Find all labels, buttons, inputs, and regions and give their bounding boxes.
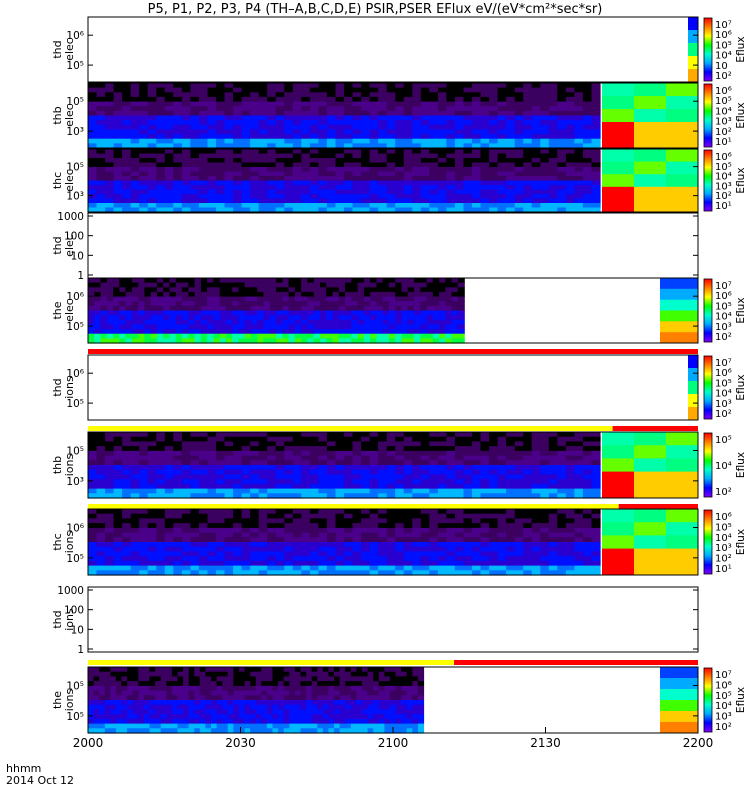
colorbar-title: Eflux — [735, 529, 747, 555]
colorbar-tick-label: 10² — [715, 332, 732, 343]
colorbar-the_elec: 10⁷10⁶10⁵10⁴10³10²Eflux — [704, 279, 747, 343]
colorbar-title: Eflux — [735, 687, 747, 713]
panel-label-tha_ions: thd ions — [51, 376, 76, 399]
colorbar-title: Eflux — [735, 102, 747, 128]
colorbar-tick-label: 10³ — [715, 712, 732, 723]
status-bar-the_elec — [88, 349, 698, 354]
panel-the_ions: 10⁵10⁵the ions10⁷10⁶10⁵10⁴10³10²Eflux — [51, 667, 747, 734]
y-tick-label: 1000 — [57, 211, 84, 223]
colorbar-tha_elec: 10⁷10⁶10⁵10⁴10⁳10²Eflux — [704, 18, 747, 82]
colorbar-tick-label: 10⁶ — [715, 680, 732, 691]
colorbar-tick-label: 10⁴ — [715, 461, 732, 472]
species-label: elec — [63, 234, 76, 257]
colorbar-tick-label: 10² — [715, 409, 732, 420]
y-tick-label: 10⁵ — [66, 553, 84, 565]
colorbar-tick-label: 10⁵ — [715, 522, 732, 533]
colorbar-title: Eflux — [735, 167, 747, 193]
colorbar-tick-label: 10² — [715, 487, 732, 498]
status-bar-thb_ions — [88, 504, 698, 509]
panel-tha_elec: 10⁶10⁵thd elec10⁷10⁶10⁵10⁴10⁳10²Eflux — [51, 17, 747, 83]
colorbar-the_ions: 10⁷10⁶10⁵10⁴10³10²Eflux — [704, 668, 747, 733]
panel-label-the_elec: the elec — [51, 299, 76, 322]
colorbar-title: Eflux — [735, 452, 747, 478]
colorbar-title: Eflux — [735, 297, 747, 323]
panel-thb_elec: 10⁵10³thb elec10⁶10⁵10⁴10³10²10¹Eflux — [51, 83, 747, 149]
colorbar-tha_ions: 10⁷10⁶10⁵10⁴10³10²Eflux — [704, 356, 747, 420]
species-label: ions — [63, 530, 76, 553]
colorbar-thb_elec: 10⁶10⁵10⁴10³10²10¹Eflux — [704, 84, 747, 148]
spectrogram-thb_ions — [88, 432, 699, 499]
colorbar-tick-label: 10² — [715, 554, 732, 565]
y-tick-label: 1 — [77, 270, 84, 282]
colorbar-tick-label: 10⁴ — [715, 701, 732, 712]
colorbar-thc_ions: 10⁶10⁵10⁴10³10²10¹Eflux — [704, 510, 747, 575]
y-tick-label: 10⁵ — [66, 60, 84, 72]
panel-label-thc_ions: thc ions — [51, 530, 76, 553]
x-tick-label: 2030 — [225, 736, 256, 750]
panel-thc_elec: 10⁵10³thc elec10⁶10⁵10⁴10³10²10¹Eflux — [51, 149, 747, 213]
panel-label-tha_elec: thd elec — [51, 38, 76, 61]
colorbar-tick-label: 10⁴ — [715, 533, 732, 544]
panel-thb_ions: 10⁵ 10³thb ions 10⁵ 10⁴ 10²Eflux — [51, 432, 747, 509]
species-label: ions — [63, 688, 76, 711]
y-tick-label: 1000 — [57, 585, 84, 597]
panel-label-thc_elec: thc elec — [51, 169, 76, 192]
species-label: elec — [63, 38, 76, 61]
status-bar-thd_ions — [88, 660, 698, 665]
panel-tha_ions: 10⁶10⁵thd ions10⁷10⁶10⁵10⁴10³10²Eflux — [51, 355, 747, 431]
spectrogram-thc_elec — [88, 149, 699, 213]
colorbar-title: Eflux — [735, 36, 747, 62]
spectrogram-thc_ions — [88, 509, 699, 576]
species-label: ions — [63, 376, 76, 399]
y-tick-label: 10⁵ — [66, 398, 84, 410]
colorbar-tick-label: 10⁵ — [715, 691, 732, 702]
y-tick-label: 1 — [77, 644, 84, 656]
colorbar-tick-label: 10¹ — [715, 564, 732, 575]
colorbar-tick-label: 10⁶ — [715, 512, 732, 523]
species-label: elec — [63, 104, 76, 127]
x-tick-label: 2130 — [530, 736, 561, 750]
panel-thc_ions: 10⁶10⁵thc ions10⁶10⁵10⁴10³10²10¹Eflux — [51, 509, 747, 576]
y-tick-label: 10³ — [66, 476, 84, 488]
panel-the_elec: 10⁶10⁵the elec10⁷10⁶10⁵10⁴10³10²Eflux — [51, 278, 747, 354]
panel-label-thd_elec: thd elec — [51, 234, 76, 257]
colorbar-tick-label: 10⁷ — [715, 670, 732, 681]
panel-thd_elec: 1000100101thd elec — [51, 211, 698, 282]
panel-label-the_ions: the ions — [51, 688, 76, 711]
panel-thd_ions: 1000 100 10 1 thd ions — [51, 585, 698, 665]
panel-label-thb_elec: thb elec — [51, 104, 76, 127]
x-tick-label: 2000 — [73, 736, 104, 750]
spectrogram-thb_elec — [88, 83, 699, 149]
y-tick-label: 10³ — [66, 126, 84, 138]
colorbar-thb_ions: 10⁵ 10⁴ 10²Eflux — [704, 433, 747, 498]
colorbar-tick-label: 10¹ — [715, 137, 732, 148]
status-bar-tha_ions — [88, 426, 698, 431]
species-label: ions — [63, 453, 76, 476]
species-label: elec — [63, 169, 76, 192]
colorbar-tick-label: 10² — [715, 722, 732, 733]
x-tick-label: 2100 — [378, 736, 409, 750]
species-label: elec — [63, 299, 76, 322]
y-tick-label: 10⁵ — [66, 321, 84, 333]
colorbar-title: Eflux — [735, 374, 747, 400]
x-tick-label: 2200 — [683, 736, 714, 750]
colorbar-tick-label: 10² — [715, 71, 732, 82]
y-tick-label: 10⁵ — [66, 711, 84, 723]
colorbar-tick-label: 10⁵ — [715, 435, 732, 446]
colorbar-tick-label: 10³ — [715, 543, 732, 554]
panel-label-thd_ions: thd ions — [51, 608, 76, 631]
date-label: 2014 Oct 12 — [6, 774, 74, 787]
panel-label-thb_ions: thb ions — [51, 453, 76, 476]
colorbar-tick-label: 10¹ — [715, 201, 732, 212]
colorbar-thc_elec: 10⁶10⁵10⁴10³10²10¹Eflux — [704, 150, 747, 212]
species-label: ions — [63, 608, 76, 631]
